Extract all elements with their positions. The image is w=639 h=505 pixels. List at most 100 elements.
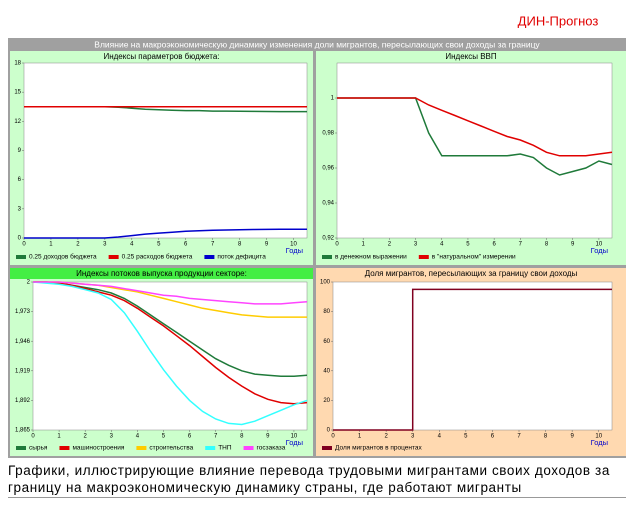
- x-tick-label: 1: [358, 434, 362, 440]
- y-tick-label: 0,98: [322, 131, 334, 137]
- y-tick-label: 0,92: [322, 236, 334, 242]
- x-tick-label: 0: [22, 242, 26, 248]
- x-tick-label: 9: [571, 242, 575, 248]
- x-tick-label: 3: [411, 434, 415, 440]
- x-tick-label: 2: [84, 434, 88, 440]
- y-tick-label: 2: [27, 280, 31, 286]
- x-tick-label: 8: [544, 434, 548, 440]
- y-tick-label: 12: [14, 119, 21, 125]
- y-tick-label: 3: [18, 206, 22, 212]
- y-tick-label: 0,94: [322, 201, 334, 207]
- y-tick-label: 0: [18, 236, 22, 242]
- x-tick-label: 10: [291, 434, 298, 440]
- x-tick-label: 4: [130, 242, 134, 248]
- series-line: [24, 228, 307, 239]
- x-tick-label: 7: [517, 434, 521, 440]
- y-tick-label: 1,865: [15, 428, 31, 434]
- legend-swatch: [16, 255, 26, 259]
- x-tick-label: 9: [570, 434, 574, 440]
- y-tick-label: 1,919: [15, 368, 31, 374]
- series-line: [33, 281, 308, 305]
- x-tick-label: 10: [595, 434, 602, 440]
- x-tick-label: 6: [188, 434, 192, 440]
- x-tick-label: 2: [76, 242, 80, 248]
- caption: Графики, иллюстрирующие влияние перевода…: [8, 463, 610, 495]
- x-tick-label: 1: [57, 434, 61, 440]
- legend-swatch: [243, 446, 254, 450]
- y-tick-label: 1: [331, 96, 335, 102]
- legend-swatch: [108, 255, 119, 259]
- x-tick-label: 7: [214, 434, 218, 440]
- x-axis-label: Годы: [591, 438, 608, 447]
- y-tick-label: 1,946: [15, 339, 31, 345]
- panel-title: Индексы параметров бюджета:: [103, 52, 219, 61]
- x-tick-label: 8: [240, 434, 244, 440]
- y-tick-label: 18: [14, 61, 21, 67]
- legend-label: 0.25 расходов бюджета: [122, 253, 193, 261]
- legend-swatch: [136, 446, 147, 450]
- series-line: [33, 281, 308, 405]
- legend-label: поток дефицита: [217, 254, 266, 261]
- x-tick-label: 1: [49, 242, 53, 248]
- x-tick-label: 3: [414, 242, 418, 248]
- x-tick-label: 3: [110, 434, 114, 440]
- x-tick-label: 4: [440, 242, 444, 248]
- series-line: [333, 288, 612, 431]
- x-tick-label: 9: [265, 242, 269, 248]
- rule: [8, 497, 626, 498]
- plot-area: [32, 281, 308, 431]
- y-tick-label: 0,96: [322, 166, 334, 172]
- x-tick-label: 4: [136, 434, 140, 440]
- y-tick-label: 1,973: [15, 309, 31, 315]
- panel-title: Индексы потоков выпуска продукции сектор…: [76, 269, 247, 278]
- legend-label: Доля мигрантов в процентах: [335, 445, 423, 452]
- legend-swatch: [322, 255, 332, 259]
- x-tick-label: 8: [238, 242, 242, 248]
- y-tick-label: 0: [327, 428, 331, 434]
- legend-label: машиностроения: [72, 445, 124, 452]
- y-tick-label: 9: [18, 148, 22, 154]
- y-tick-label: 1,892: [15, 398, 31, 404]
- x-tick-label: 2: [388, 242, 392, 248]
- plot-area: [336, 62, 613, 239]
- y-tick-label: 20: [323, 398, 330, 404]
- legend-swatch: [205, 446, 216, 450]
- x-tick-label: 0: [331, 434, 335, 440]
- x-tick-label: 9: [266, 434, 270, 440]
- x-tick-label: 6: [492, 242, 496, 248]
- x-tick-label: 6: [184, 242, 188, 248]
- legend-swatch: [322, 446, 332, 450]
- x-tick-label: 10: [290, 242, 297, 248]
- dashboard: ДИН-Прогноз Влияние на макроэкономическу…: [8, 13, 626, 458]
- x-tick-label: 5: [466, 242, 470, 248]
- brand: ДИН-Прогноз: [518, 13, 599, 28]
- x-tick-label: 7: [519, 242, 523, 248]
- x-tick-label: 1: [362, 242, 366, 248]
- x-tick-label: 6: [491, 434, 495, 440]
- y-tick-label: 80: [323, 309, 330, 315]
- legend-label: в "натуральном" измерении: [432, 254, 516, 261]
- panel-title: Доля мигрантов, пересылающих за границу …: [365, 269, 578, 278]
- x-tick-label: 5: [162, 434, 166, 440]
- legend-swatch: [418, 255, 429, 259]
- x-tick-label: 8: [545, 242, 549, 248]
- legend-label: госзаказа: [257, 445, 286, 452]
- x-axis-label: Годы: [286, 438, 303, 447]
- series-line: [337, 97, 613, 157]
- legend-label: ТНП: [218, 445, 232, 452]
- plot-area: [23, 62, 308, 239]
- y-tick-label: 6: [18, 177, 22, 183]
- legend-label: строительства: [149, 445, 193, 452]
- legend-swatch: [59, 446, 70, 450]
- panel-title-bar: [10, 268, 313, 279]
- x-tick-label: 5: [157, 242, 161, 248]
- y-tick-label: 60: [323, 339, 330, 345]
- x-tick-label: 7: [211, 242, 215, 248]
- legend-label: в денежном выражении: [335, 254, 407, 261]
- x-tick-label: 10: [596, 242, 603, 248]
- y-tick-label: 100: [320, 280, 331, 286]
- x-tick-label: 0: [31, 434, 35, 440]
- panel-title: Индексы ВВП: [445, 52, 497, 61]
- y-tick-label: 40: [323, 368, 330, 374]
